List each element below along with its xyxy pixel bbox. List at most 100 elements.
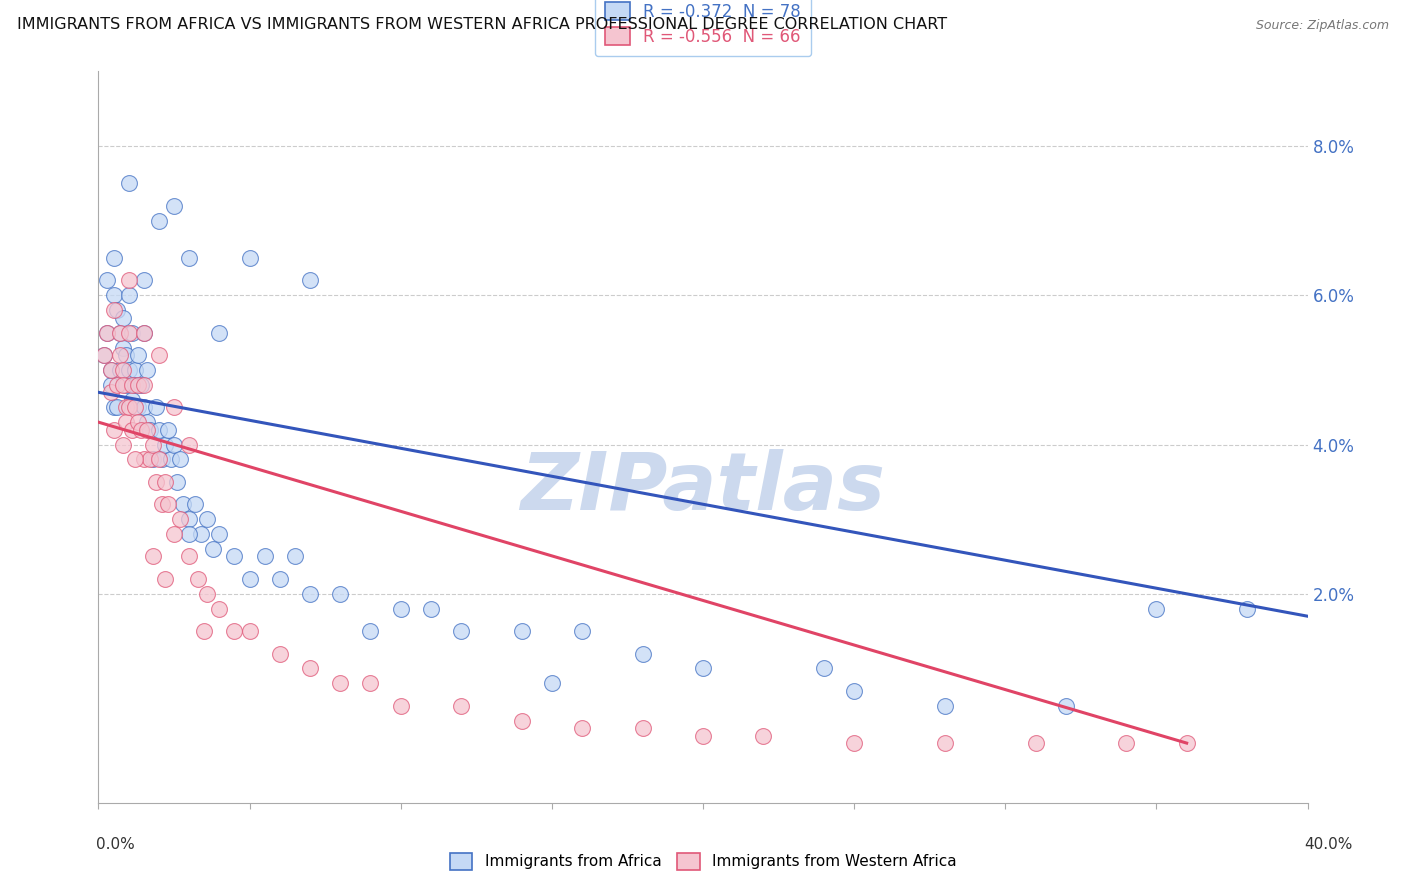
Point (114, 348, 136, 362)
Point (153, 572, 176, 586)
Point (187, 572, 209, 586)
Point (129, 377, 152, 392)
Point (103, 288, 125, 302)
Point (299, 587, 322, 601)
Point (179, 437, 201, 451)
Point (253, 549, 276, 564)
Point (108, 363, 131, 377)
Point (1144, 601, 1167, 615)
Point (145, 475, 167, 489)
Point (118, 273, 141, 287)
Point (118, 326, 141, 340)
Point (121, 377, 143, 392)
Point (132, 401, 155, 415)
Point (163, 199, 186, 213)
Point (510, 714, 533, 728)
Point (160, 452, 183, 467)
Point (224, 624, 246, 639)
Point (132, 377, 155, 392)
Point (114, 415, 136, 429)
Point (239, 251, 262, 265)
Point (108, 326, 131, 340)
Point (208, 527, 231, 541)
Point (121, 423, 143, 437)
Point (389, 601, 412, 615)
Point (184, 497, 207, 511)
Point (103, 303, 125, 318)
Point (934, 736, 956, 750)
Point (118, 363, 141, 377)
Point (142, 452, 165, 467)
Point (195, 512, 218, 526)
Point (329, 676, 352, 690)
Point (135, 415, 157, 429)
Point (208, 601, 231, 615)
Point (450, 698, 472, 713)
Point (100, 377, 122, 392)
Point (111, 377, 134, 392)
Point (571, 721, 593, 735)
Point (124, 452, 146, 467)
Point (111, 310, 134, 325)
Point (813, 661, 835, 675)
Point (148, 452, 170, 467)
Point (132, 273, 155, 287)
Point (150, 497, 173, 511)
Point (135, 423, 157, 437)
Point (105, 401, 128, 415)
Point (195, 587, 218, 601)
Point (111, 341, 134, 355)
Point (163, 437, 186, 451)
Text: Source: ZipAtlas.com: Source: ZipAtlas.com (1256, 20, 1389, 32)
Point (132, 326, 155, 340)
Point (169, 512, 191, 526)
Point (1054, 698, 1077, 713)
Point (193, 624, 215, 639)
Point (631, 647, 654, 661)
Point (124, 401, 146, 415)
Point (114, 401, 136, 415)
Point (172, 497, 194, 511)
Point (153, 437, 176, 451)
Point (329, 587, 352, 601)
Point (135, 363, 157, 377)
Point (100, 363, 122, 377)
Point (124, 363, 146, 377)
Point (103, 251, 125, 265)
Point (540, 676, 562, 690)
Point (103, 423, 125, 437)
Point (1024, 736, 1046, 750)
Point (121, 392, 143, 407)
Point (108, 326, 131, 340)
Point (127, 401, 149, 415)
Point (179, 251, 201, 265)
Point (934, 698, 956, 713)
Text: ZIPatlas: ZIPatlas (520, 450, 886, 527)
Point (1175, 736, 1198, 750)
Text: 0.0%: 0.0% (96, 838, 135, 852)
Point (124, 377, 146, 392)
Point (114, 377, 136, 392)
Text: IMMIGRANTS FROM AFRICA VS IMMIGRANTS FROM WESTERN AFRICA PROFESSIONAL DEGREE COR: IMMIGRANTS FROM AFRICA VS IMMIGRANTS FRO… (17, 18, 948, 32)
Point (156, 497, 179, 511)
Point (150, 452, 173, 467)
Point (692, 661, 714, 675)
Point (145, 401, 167, 415)
Point (142, 549, 165, 564)
Point (1115, 736, 1137, 750)
Legend: Immigrants from Africa, Immigrants from Western Africa: Immigrants from Africa, Immigrants from … (443, 847, 963, 876)
Point (118, 177, 141, 191)
Point (100, 363, 122, 377)
Point (148, 213, 170, 227)
Point (299, 273, 322, 287)
Point (118, 401, 141, 415)
Point (224, 549, 246, 564)
Point (389, 698, 412, 713)
Point (269, 647, 291, 661)
Text: 40.0%: 40.0% (1305, 838, 1353, 852)
Point (1236, 601, 1258, 615)
Point (118, 288, 141, 302)
Point (108, 348, 131, 362)
Point (169, 452, 191, 467)
Point (163, 401, 186, 415)
